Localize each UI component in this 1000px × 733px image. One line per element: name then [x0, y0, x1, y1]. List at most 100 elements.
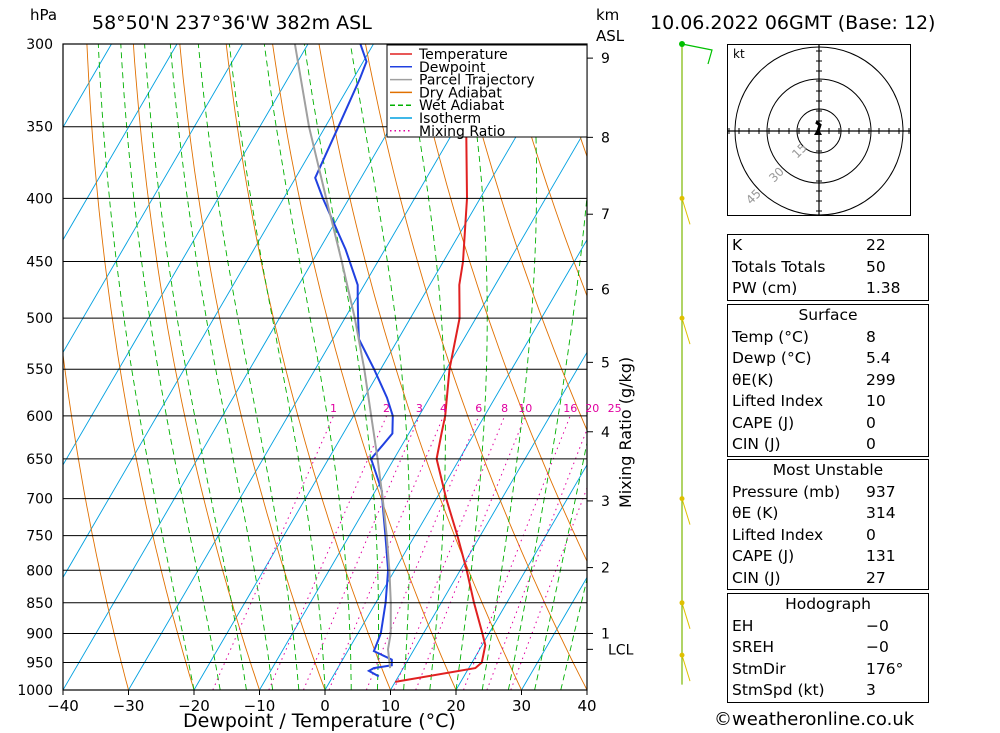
wet-adiabat-line	[120, 44, 221, 690]
x-tick-label: −40	[47, 697, 79, 715]
isotherm-line	[193, 44, 571, 690]
dry-adiabat-line	[179, 44, 326, 690]
x-tick-label: −30	[113, 697, 145, 715]
wet-adiabat-line	[534, 440, 587, 690]
most-unstable-table: Most Unstable Pressure (mb) 937 θE (K) 314…	[727, 459, 929, 590]
x-tick-label: −10	[244, 697, 276, 715]
surface-table: Surface Temp (°C) 8 Dewp (°C) 5.4 θE(K) 299…	[727, 304, 929, 457]
most-unstable-row: CIN (J) 27	[732, 568, 886, 587]
wind-barb	[681, 654, 691, 682]
pressure-unit-label: hPa	[30, 6, 57, 24]
isotherm-line	[390, 351, 587, 690]
wet-adiabat-line	[144, 44, 247, 690]
x-tick-label: 0	[320, 697, 330, 715]
most-unstable-row: CAPE (J) 131	[732, 547, 896, 565]
wind-barb	[681, 498, 691, 525]
legend-entry-label: Mixing Ratio	[419, 124, 505, 140]
isotherm-line	[128, 44, 505, 690]
wind-barb	[681, 317, 691, 345]
wet-adiabat-line	[507, 191, 587, 690]
height-tick-label: 1	[601, 626, 610, 642]
wet-adiabat-line	[263, 44, 352, 690]
dry-adiabat-line	[63, 351, 129, 690]
location-title: 58°50'N 237°36'W 382m ASL	[92, 12, 372, 34]
x-tick-label: 10	[381, 697, 400, 715]
x-tick-label: 40	[577, 697, 596, 715]
pressure-tick-label: 500	[26, 311, 53, 327]
wind-barb	[681, 198, 691, 225]
mixing-ratio-line	[393, 415, 506, 690]
mixing-ratio-label: 25	[608, 402, 622, 415]
x-tick-label: −20	[178, 697, 210, 715]
wind-barb-top	[681, 43, 713, 65]
legend-entry-label: Dry Adiabat	[419, 85, 502, 101]
isotherm-line	[63, 44, 374, 579]
surface-row: Lifted Index 10	[732, 392, 886, 410]
credit-text[interactable]: ©weatheronline.co.uk	[714, 709, 915, 730]
height-tick-label: 6	[601, 282, 610, 298]
mixing-ratio-label: 3	[416, 402, 423, 415]
isotherm-line	[63, 44, 178, 241]
hodograph-row: SREH −0	[732, 638, 889, 656]
height-tick-label: 4	[601, 425, 610, 441]
height-tick-label: 7	[601, 207, 610, 223]
dry-adiabat-line	[86, 44, 195, 690]
mixing-ratio-label: 6	[475, 402, 482, 415]
wet-adiabat-line	[97, 44, 195, 690]
mixing-ratio-label: 4	[440, 402, 447, 415]
wet-adiabat-line	[481, 44, 538, 690]
dry-adiabat-line	[923, 44, 1000, 690]
hodo-ring-label-45: 45	[743, 186, 764, 207]
pressure-tick-label: 300	[26, 37, 53, 53]
height-tick-label: 8	[601, 130, 610, 146]
dewpoint-series-line	[314, 44, 394, 678]
wet-adiabat-line	[586, 688, 587, 690]
isotherm-line	[63, 44, 112, 129]
surface-row: CAPE (J) 0	[732, 413, 876, 432]
pressure-tick-label: 650	[26, 452, 53, 468]
storm-motion-marker	[814, 128, 822, 135]
mixing-ratio-line	[415, 415, 526, 690]
pressure-tick-label: 450	[26, 255, 53, 271]
dry-adiabat-line	[457, 44, 587, 432]
mixing-ratio-line	[268, 415, 388, 690]
mixing-ratio-line	[303, 415, 420, 690]
hodograph-plot: kt 15 30 45	[728, 40, 910, 222]
mixing-ratio-label: 2	[383, 402, 390, 415]
hodo-unit-label: kt	[733, 47, 745, 61]
lcl-label: LCL	[608, 642, 634, 658]
isotherm-line	[63, 44, 440, 690]
wet-adiabat-line	[197, 44, 300, 690]
legend-entry-label: Parcel Trajectory	[419, 73, 535, 89]
pressure-tick-label: 700	[26, 492, 53, 508]
hodograph-table: Hodograph EH −0 SREH −0 StmDir 176° StmSpd …	[727, 593, 929, 703]
wind-barbs	[679, 41, 713, 685]
most-unstable-row: Pressure (mb) 937	[732, 482, 896, 501]
pressure-tick-label: 400	[26, 191, 53, 207]
mixing-ratio-label: 16	[563, 402, 577, 415]
legend-entry-label: Dewpoint	[419, 60, 486, 76]
most-unstable-row: Lifted Index 0	[732, 525, 876, 544]
parcel-trajectory-series-line	[293, 44, 392, 669]
dry-adiabat-line	[504, 44, 587, 298]
mixing-ratio-line	[212, 415, 334, 690]
hodo-ring-label-30: 30	[766, 164, 787, 185]
mixing-ratio-line	[365, 415, 480, 690]
legend-entry-label: Temperature	[418, 47, 508, 63]
pressure-tick-label: 550	[26, 362, 53, 378]
isotherm-line	[521, 576, 587, 690]
pressure-tick-label: 1000	[17, 683, 53, 699]
isotherm-line	[324, 238, 587, 690]
pressure-tick-label: 900	[26, 626, 53, 642]
plot-frame	[62, 43, 593, 695]
mixing-ratio-label: 20	[585, 402, 599, 415]
x-tick-label: 30	[512, 697, 531, 715]
pressure-tick-label: 800	[26, 563, 53, 579]
hodograph-panel: kt 15 30 45	[727, 40, 911, 222]
isotherm-line	[63, 44, 243, 354]
surface-row: CIN (J) 0	[732, 435, 876, 453]
mixing-ratio-label: 1	[330, 402, 337, 415]
hodograph-row: StmSpd (kt) 3	[732, 681, 876, 699]
pressure-tick-label: 600	[26, 409, 53, 425]
